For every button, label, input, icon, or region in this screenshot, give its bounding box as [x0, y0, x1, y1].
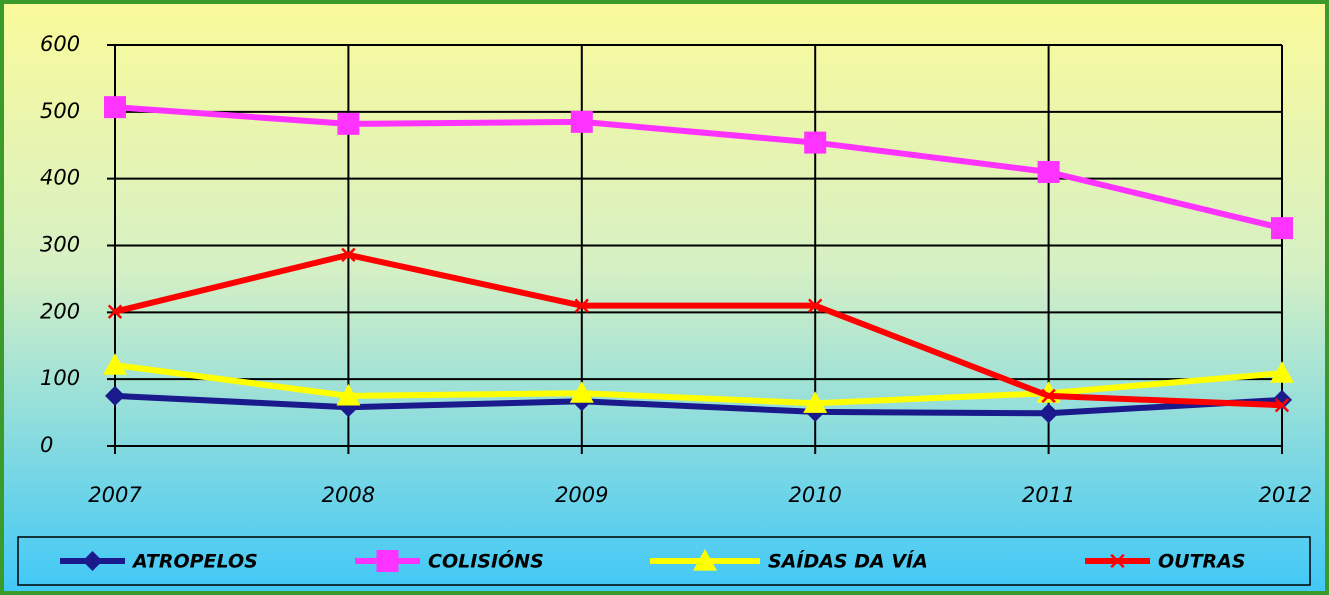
- series-line: [114, 104, 1283, 232]
- legend-label: SAÍDAS DA VÍA: [768, 550, 928, 573]
- marker: [82, 551, 103, 571]
- x-tick-label: 2008: [322, 483, 375, 507]
- marker: [1271, 217, 1293, 240]
- marker: [341, 247, 356, 263]
- marker: [574, 298, 589, 313]
- legend-label: OUTRAS: [1158, 551, 1246, 573]
- marker: [337, 112, 360, 135]
- marker: [803, 391, 828, 413]
- y-tick-label: 600: [40, 32, 80, 56]
- y-tick-label: 200: [40, 299, 80, 323]
- marker: [808, 298, 823, 313]
- marker: [1041, 388, 1056, 404]
- x-tick-label: 2007: [88, 483, 142, 507]
- marker: [570, 110, 593, 133]
- legend-label: COLISIÓNS: [428, 549, 544, 573]
- marker: [103, 353, 127, 375]
- y-tick-label: 300: [40, 233, 80, 257]
- marker: [376, 550, 399, 572]
- series-line: [114, 362, 1283, 407]
- marker: [693, 549, 717, 571]
- series-line: [114, 251, 1283, 409]
- marker: [336, 383, 361, 406]
- marker: [104, 96, 126, 119]
- marker: [1038, 403, 1059, 424]
- marker: [1270, 361, 1294, 383]
- legend-label: ATROPELOS: [131, 551, 258, 573]
- y-tick-label: 100: [40, 366, 80, 390]
- x-tick-label: 2009: [555, 483, 608, 507]
- legend-box: [17, 536, 1311, 586]
- marker: [1110, 553, 1125, 569]
- marker: [105, 385, 125, 406]
- marker: [804, 131, 827, 154]
- marker: [107, 304, 123, 319]
- marker: [569, 381, 594, 403]
- x-tick-label: 2012: [1259, 483, 1312, 507]
- x-tick-label: 2010: [788, 483, 841, 507]
- series-line: [114, 392, 1283, 417]
- y-tick-label: 500: [40, 99, 80, 123]
- y-tick-label: 0: [40, 433, 53, 457]
- x-tick-label: 2011: [1022, 483, 1075, 507]
- y-tick-label: 400: [40, 166, 80, 190]
- marker: [1274, 398, 1290, 413]
- marker: [1037, 160, 1060, 183]
